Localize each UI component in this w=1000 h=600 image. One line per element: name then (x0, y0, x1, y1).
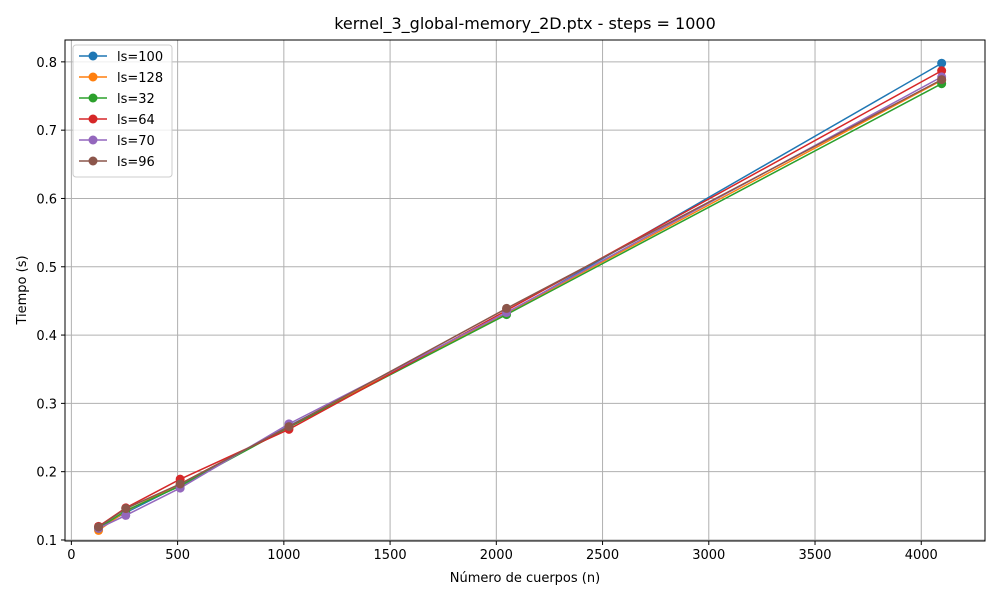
axis-ticks: 0 500 1000 1500 2000 2500 3000 3500 4000 0.1 0.2 0.… (36, 56, 937, 563)
x-tick-label: 1000 (267, 548, 300, 563)
legend-item: ls=96 (79, 155, 155, 170)
series-line (98, 78, 943, 528)
y-tick-label: 0.1 (36, 534, 57, 549)
data-point (94, 522, 104, 532)
y-axis-label: Tiempo (s) (15, 255, 30, 325)
legend-marker (88, 114, 98, 124)
legend-item: ls=128 (79, 71, 163, 86)
legend-marker (88, 51, 98, 61)
x-axis-label: Número de cuerpos (n) (450, 571, 600, 586)
x-tick-label: 4000 (905, 548, 938, 563)
x-tick-label: 1500 (374, 548, 407, 563)
y-tick-label: 0.7 (36, 124, 57, 139)
grid (65, 40, 985, 541)
data-point (175, 479, 185, 489)
legend-item: ls=32 (79, 92, 155, 107)
data-point (284, 422, 294, 432)
data-point (937, 75, 947, 85)
x-tick-label: 500 (165, 548, 190, 563)
x-tick-label: 3500 (798, 548, 831, 563)
y-tick-label: 0.4 (36, 329, 57, 344)
x-tick-label: 2500 (586, 548, 619, 563)
legend: ls=100 ls=128 ls=32 ls=64 ls=70 ls=96 (72, 44, 173, 178)
legend-marker (88, 156, 98, 166)
x-tick-label: 2000 (480, 548, 513, 563)
legend-label: ls=32 (117, 92, 155, 107)
legend-label: ls=64 (117, 113, 155, 128)
legend-marker (88, 135, 98, 145)
legend-item: ls=64 (79, 113, 155, 128)
data-point (502, 303, 512, 313)
y-tick-label: 0.6 (36, 192, 57, 207)
chart-title: kernel_3_global-memory_2D.ptx - steps = … (334, 14, 716, 34)
legend-marker (88, 72, 98, 82)
x-tick-label: 0 (67, 548, 75, 563)
y-tick-label: 0.2 (36, 466, 57, 481)
legend-marker (88, 93, 98, 103)
legend-label: ls=96 (117, 155, 155, 170)
legend-item: ls=70 (79, 134, 155, 149)
series-ls-96 (94, 75, 947, 532)
legend-label: ls=128 (117, 71, 163, 86)
legend-item: ls=100 (79, 50, 163, 65)
data-point (937, 66, 947, 76)
legend-label: ls=70 (117, 134, 155, 149)
data-point (121, 510, 131, 520)
y-tick-label: 0.3 (36, 397, 57, 412)
data-point (937, 58, 947, 68)
y-tick-label: 0.5 (36, 261, 57, 276)
legend-label: ls=100 (117, 50, 163, 65)
series-layer (94, 58, 947, 535)
plot-frame (64, 39, 986, 542)
x-tick-label: 3000 (692, 548, 725, 563)
y-tick-label: 0.8 (36, 56, 57, 71)
data-point (121, 504, 131, 514)
legend-box (72, 44, 173, 178)
